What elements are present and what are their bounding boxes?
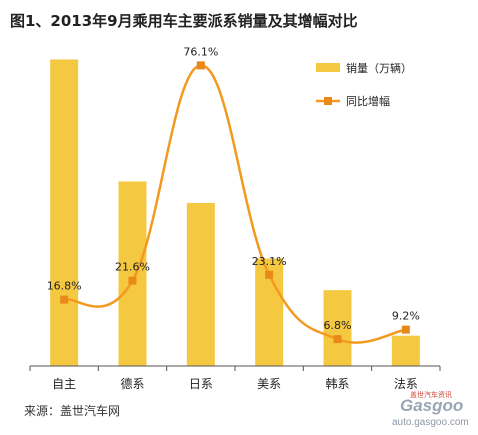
source-note: 来源：盖世汽车网 xyxy=(24,404,121,418)
legend-label-growth: 同比增幅 xyxy=(346,94,390,108)
growth-line-layer: 16.8% 21.6% 76.1% 23.1% 6.8% 9.2% xyxy=(47,45,420,344)
gasgoo-watermark: 盖世汽车资讯 Gasgoo auto.gasgoo.com xyxy=(392,391,474,430)
x-axis: 自主 德系 日系 美系 韩系 法系 xyxy=(29,365,441,391)
x-tick-label-5: 法系 xyxy=(394,377,418,391)
growth-data-label-4: 6.8% xyxy=(324,319,352,332)
growth-marker-0 xyxy=(60,295,69,304)
x-tick-label-4: 韩系 xyxy=(325,376,349,391)
watermark-logo: Gasgoo xyxy=(400,396,464,415)
watermark-url: auto.gasgoo.com xyxy=(392,417,469,428)
bar-2 xyxy=(186,202,215,366)
legend-label-sales: 销量（万辆） xyxy=(346,61,412,75)
bar-1 xyxy=(118,181,147,366)
growth-data-label-3: 23.1% xyxy=(252,255,287,268)
growth-marker-1 xyxy=(128,276,137,285)
x-tick-label-1: 德系 xyxy=(120,376,144,391)
bar-0 xyxy=(50,59,79,366)
x-tick-label-2: 日系 xyxy=(189,377,213,391)
chart-title: 图1、2013年9月乘用车主要派系销量及其增幅对比 xyxy=(10,12,358,30)
watermark-tagline: 盖世汽车资讯 xyxy=(410,391,452,399)
legend-swatch-sales xyxy=(316,63,340,72)
x-tick-label-0: 自主 xyxy=(52,377,76,391)
legend-swatch-growth-marker xyxy=(324,97,332,105)
growth-marker-4 xyxy=(333,335,342,344)
growth-data-label-1: 21.6% xyxy=(115,261,150,274)
legend: 销量（万辆） 同比增幅 xyxy=(316,61,412,108)
growth-data-label-0: 16.8% xyxy=(47,280,82,293)
x-tick-label-3: 美系 xyxy=(257,377,281,391)
growth-data-label-5: 9.2% xyxy=(392,310,420,323)
growth-marker-2 xyxy=(196,61,205,70)
bar-4 xyxy=(323,290,352,366)
growth-marker-5 xyxy=(401,325,410,334)
growth-data-label-2: 76.1% xyxy=(183,45,218,58)
growth-marker-3 xyxy=(265,270,274,279)
bars-layer xyxy=(50,59,420,366)
bar-5 xyxy=(391,335,420,366)
